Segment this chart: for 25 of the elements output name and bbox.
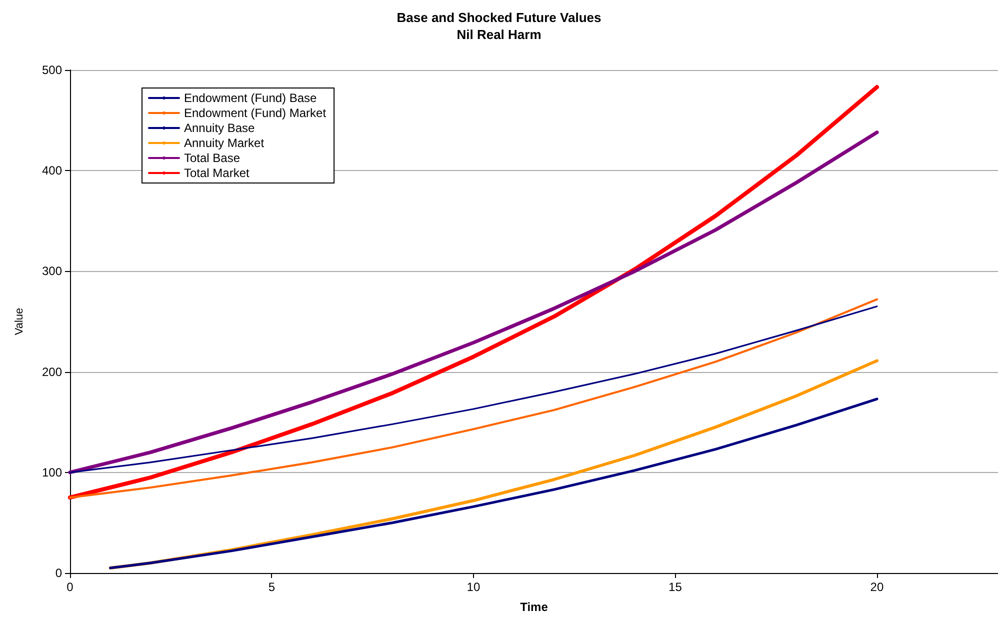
line-series: [69, 306, 878, 474]
x-tick-label: 15: [668, 580, 682, 594]
legend-label: Annuity Base: [184, 121, 256, 135]
x-axis-title: Time: [520, 600, 548, 614]
legend-label: Endowment (Fund) Base: [184, 91, 318, 105]
y-tick-label: 0: [55, 566, 62, 580]
y-tick-label: 100: [42, 465, 62, 480]
chart-subtitle: Nil Real Harm: [456, 27, 542, 42]
chart-title: Base and Shocked Future Values: [396, 10, 602, 25]
y-axis-title: Value: [14, 308, 26, 336]
legend-label: Total Market: [184, 166, 250, 180]
x-tick-label: 20: [870, 580, 884, 594]
line-series: [68, 85, 880, 500]
y-tick-label: 400: [42, 164, 62, 178]
legend-label: Total Base: [184, 151, 240, 165]
x-tick-label: 0: [66, 580, 74, 594]
line-series: [68, 298, 878, 499]
y-tick-label: 200: [42, 364, 62, 379]
y-tick-label: 500: [42, 63, 62, 77]
x-tick-label: 10: [466, 580, 480, 594]
y-tick-label: 300: [42, 264, 62, 278]
x-tick-label: 5: [268, 580, 276, 594]
line-series: [109, 398, 878, 570]
legend-label: Endowment (Fund) Market: [184, 106, 327, 120]
legend-label: Annuity Market: [184, 136, 265, 150]
